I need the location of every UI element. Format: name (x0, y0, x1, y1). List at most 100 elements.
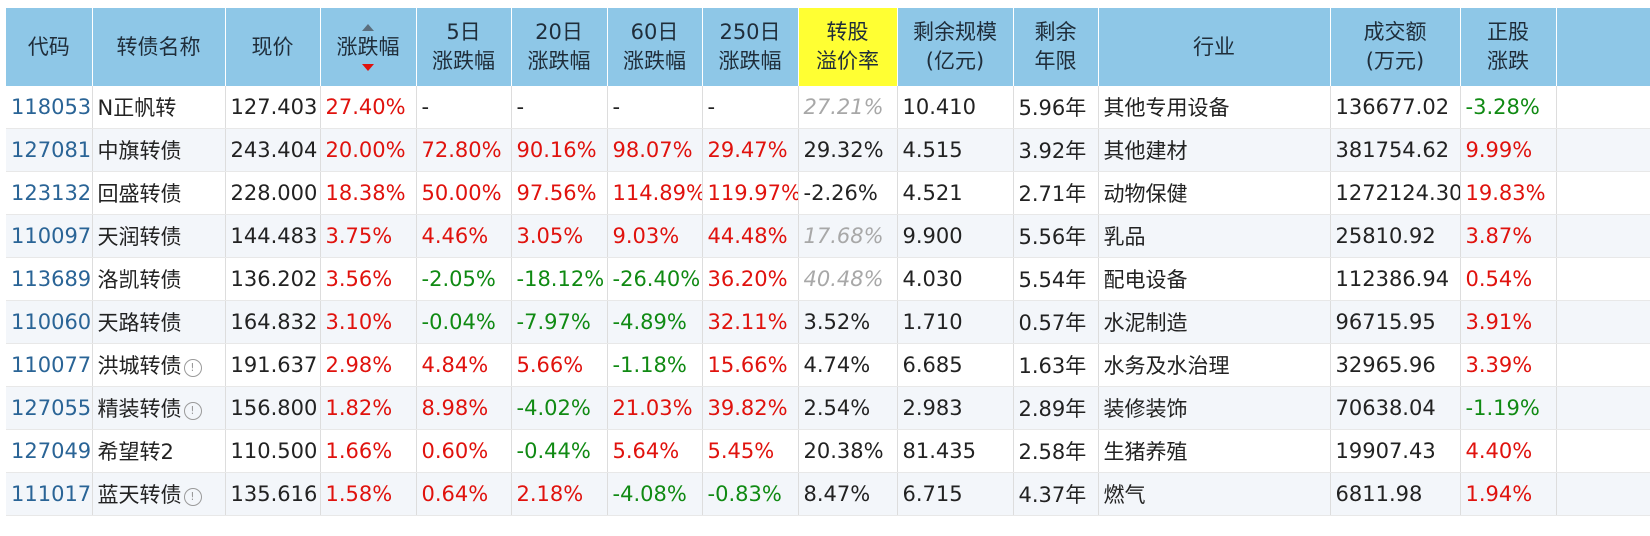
cell-5d-change: 4.46% (416, 214, 512, 258)
cell-price: 156.800 (225, 386, 321, 430)
bond-table-container: 代码 转债名称 现价 涨跌幅 5日 涨跌幅 20日 涨跌幅 60日 涨跌幅 250日涨… (6, 8, 1650, 528)
cell-code-text[interactable]: 110097 (11, 224, 92, 248)
cell-name[interactable]: 精装转债! (92, 386, 226, 430)
cell-code[interactable]: 110097 (6, 214, 93, 258)
cell-change-text: 27.40% (325, 95, 406, 119)
table-row[interactable]: 127049 希望转2 110.500 1.66% 0.60% -0.44% 5.64% 5.… (6, 429, 1650, 473)
cell-code[interactable]: 111017 (6, 472, 93, 516)
cell-turnover-text: 6811.98 (1335, 482, 1423, 506)
header-stock-change[interactable]: 正股 涨跌 (1460, 8, 1557, 86)
cell-20d-change: 5.66% (511, 343, 608, 387)
cell-name-text[interactable]: 希望转2 (97, 440, 174, 464)
cell-name[interactable]: 希望转2 (92, 429, 226, 473)
cell-code[interactable]: 123132 (6, 171, 93, 215)
table-row[interactable]: 110077 洪城转债! 191.637 2.98% 4.84% 5.66% -1.18% 1… (6, 343, 1650, 387)
cell-stock-change: -3.28% (1460, 86, 1557, 129)
table-row[interactable]: 127055 精装转债! 156.800 1.82% 8.98% -4.02% 21.03%… (6, 386, 1650, 430)
table-row[interactable]: 110060 天路转债 164.832 3.10% -0.04% -7.97% -4.89%… (6, 300, 1650, 344)
cell-code[interactable]: 110060 (6, 300, 93, 344)
cell-premium-rate-text: 4.74% (803, 353, 871, 377)
cell-overflow (1556, 343, 1650, 387)
cell-code-text[interactable]: 127081 (11, 138, 92, 162)
table-row[interactable]: 127081 中旗转债 243.404 20.00% 72.80% 90.16% 98.07… (6, 128, 1650, 172)
cell-premium-rate: 27.21% (798, 86, 898, 129)
header-change[interactable]: 涨跌幅 (320, 8, 417, 86)
cell-code-text[interactable]: 118053 (11, 95, 92, 119)
cell-change: 18.38% (320, 171, 417, 215)
cell-code-text[interactable]: 110077 (11, 353, 92, 377)
header-code[interactable]: 代码 (6, 8, 93, 86)
cell-name-text[interactable]: N正帆转 (97, 96, 177, 120)
cell-name[interactable]: 天路转债 (92, 300, 226, 344)
cell-code-text[interactable]: 127049 (11, 439, 92, 463)
header-remaining-years[interactable]: 剩余 年限 (1013, 8, 1099, 86)
cell-250d-change: 15.66% (702, 343, 799, 387)
cell-60d-change-text: 9.03% (612, 224, 680, 248)
cell-remaining-years: 0.57年 (1013, 300, 1099, 344)
cell-code-text[interactable]: 110060 (11, 310, 92, 334)
header-name[interactable]: 转债名称 (92, 8, 226, 86)
info-icon[interactable]: ! (183, 488, 202, 506)
table-row[interactable]: 111017 蓝天转债! 135.616 1.58% 0.64% 2.18% -4.08% -… (6, 472, 1650, 516)
info-icon[interactable]: ! (183, 359, 202, 377)
cell-name[interactable]: 蓝天转债! (92, 472, 226, 516)
table-row[interactable]: 123132 回盛转债 228.000 18.38% 50.00% 97.56% 114.8… (6, 171, 1650, 215)
cell-250d-change-text: 29.47% (707, 138, 788, 162)
header-premium-rate[interactable]: 转股 溢价率 (798, 8, 898, 86)
cell-name[interactable]: 天润转债 (92, 214, 226, 258)
cell-code-text[interactable]: 111017 (11, 482, 92, 506)
cell-premium-rate: -2.26% (798, 171, 898, 215)
cell-name-text[interactable]: 精装转债 (97, 397, 182, 421)
cell-60d-change-text: -26.40% (612, 267, 701, 291)
cell-stock-change: 0.54% (1460, 257, 1557, 301)
cell-code[interactable]: 127081 (6, 128, 93, 172)
cell-price-text: 136.202 (230, 267, 318, 291)
cell-code-text[interactable]: 113689 (11, 267, 92, 291)
cell-overflow (1556, 214, 1650, 258)
cell-code[interactable]: 110077 (6, 343, 93, 387)
cell-20d-change-text: 5.66% (516, 353, 584, 377)
cell-name-text[interactable]: 蓝天转债 (97, 483, 182, 507)
cell-name[interactable]: 中旗转债 (92, 128, 226, 172)
header-5d-change[interactable]: 5日 涨跌幅 (416, 8, 512, 86)
cell-name-text[interactable]: 洪城转债 (97, 354, 182, 378)
cell-premium-rate: 2.54% (798, 386, 898, 430)
cell-code-text[interactable]: 123132 (11, 181, 92, 205)
cell-remaining-years-text: 4.37年 (1018, 483, 1087, 507)
cell-turnover-text: 70638.04 (1335, 396, 1436, 420)
cell-250d-change: 5.45% (702, 429, 799, 473)
header-turnover[interactable]: 成交额 (万元) (1330, 8, 1461, 86)
cell-250d-change: -0.83% (702, 472, 799, 516)
cell-20d-change-text: 2.18% (516, 482, 584, 506)
cell-code[interactable]: 127049 (6, 429, 93, 473)
cell-name[interactable]: 回盛转债 (92, 171, 226, 215)
header-250d-change[interactable]: 250日 涨跌幅 (702, 8, 799, 86)
table-row[interactable]: 113689 洛凯转债 136.202 3.56% -2.05% -18.12% -26.4… (6, 257, 1650, 301)
cell-name-text[interactable]: 天润转债 (97, 225, 182, 249)
cell-code[interactable]: 127055 (6, 386, 93, 430)
header-industry[interactable]: 行业 (1098, 8, 1331, 86)
info-icon[interactable]: ! (183, 402, 202, 420)
header-price[interactable]: 现价 (225, 8, 321, 86)
cell-5d-change-text: 0.64% (421, 482, 489, 506)
cell-name-text[interactable]: 中旗转债 (97, 139, 182, 163)
cell-remaining-years-text: 3.92年 (1018, 139, 1087, 163)
cell-remaining-years: 2.58年 (1013, 429, 1099, 473)
cell-name-text[interactable]: 洛凯转债 (97, 268, 182, 292)
cell-name-text[interactable]: 回盛转债 (97, 182, 182, 206)
cell-industry-text: 其他专用设备 (1103, 96, 1230, 120)
cell-code-text[interactable]: 127055 (11, 396, 92, 420)
cell-code[interactable]: 113689 (6, 257, 93, 301)
cell-250d-change-text: 36.20% (707, 267, 788, 291)
header-remaining-scale[interactable]: 剩余规模 (亿元) (897, 8, 1014, 86)
cell-name[interactable]: 洛凯转债 (92, 257, 226, 301)
cell-code[interactable]: 118053 (6, 86, 93, 129)
cell-name-text[interactable]: 天路转债 (97, 311, 182, 335)
table-row[interactable]: 110097 天润转债 144.483 3.75% 4.46% 3.05% 9.03% 44.… (6, 214, 1650, 258)
table-row[interactable]: 118053 N正帆转 127.403 27.40% - - - -27.21% 10.410 5… (6, 86, 1650, 129)
header-60d-change[interactable]: 60日 涨跌幅 (607, 8, 703, 86)
cell-name[interactable]: 洪城转债! (92, 343, 226, 387)
cell-name[interactable]: N正帆转 (92, 86, 226, 129)
header-20d-change[interactable]: 20日 涨跌幅 (511, 8, 608, 86)
cell-250d-change-text: 32.11% (707, 310, 788, 334)
